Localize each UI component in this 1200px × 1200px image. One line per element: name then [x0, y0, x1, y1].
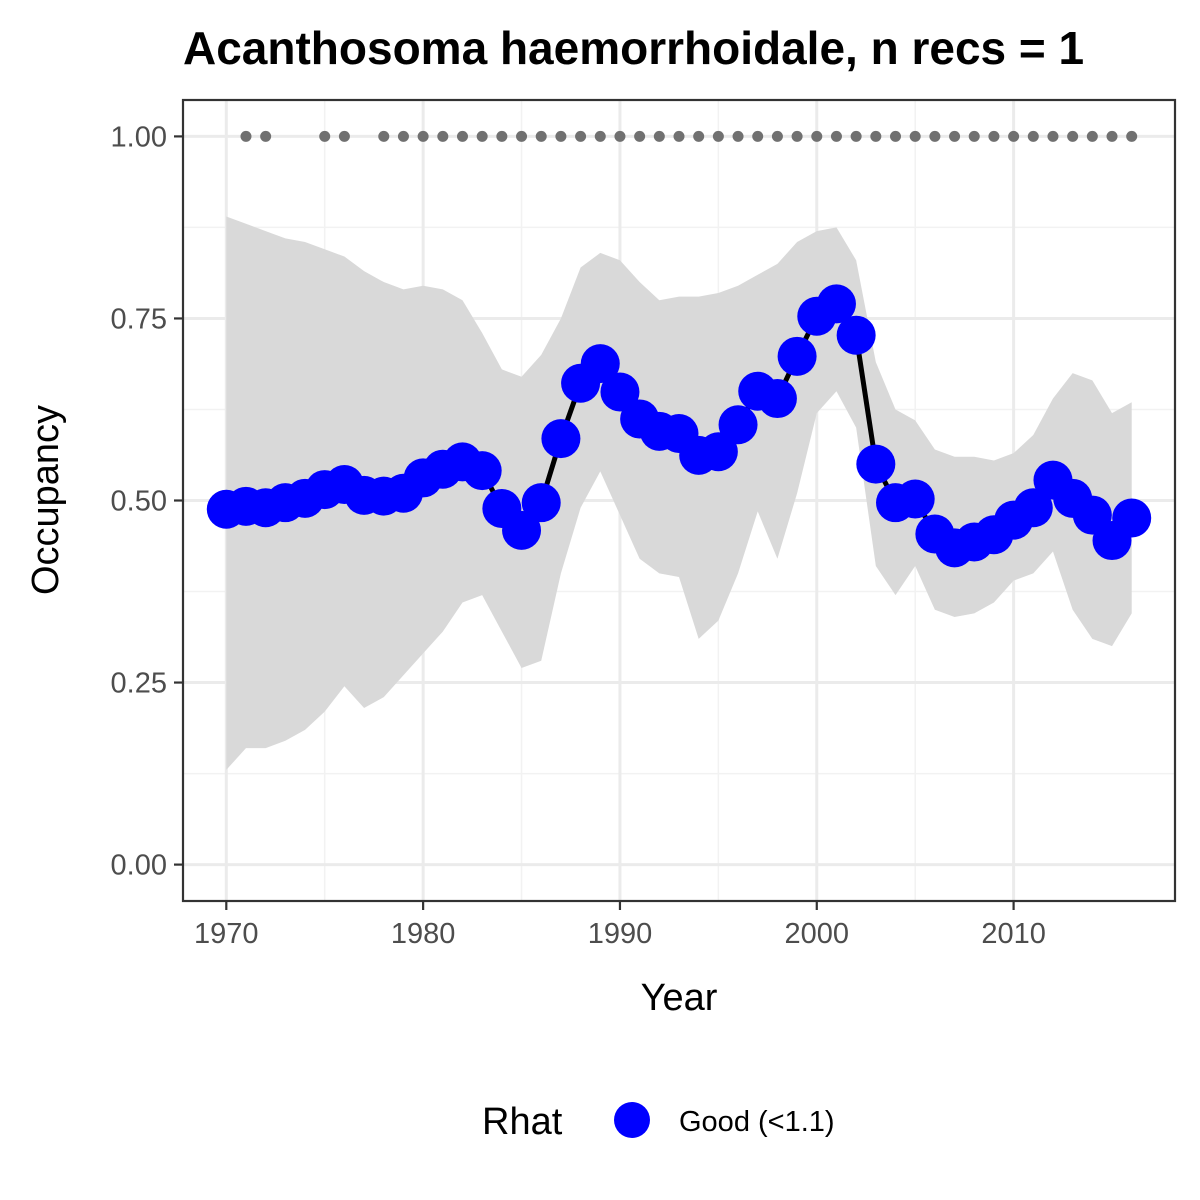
record-dot: [830, 130, 842, 142]
record-dot: [1008, 130, 1020, 142]
occupancy-point: [580, 344, 620, 384]
record-dot: [516, 130, 528, 142]
record-dots-layer: [240, 130, 1138, 142]
occupancy-point: [856, 444, 896, 484]
y-tick-label: 0.00: [111, 850, 167, 882]
record-dot: [653, 130, 665, 142]
legend-key-good: [614, 1102, 650, 1138]
record-dot: [712, 130, 724, 142]
y-tick-label: 1.00: [111, 121, 167, 153]
occupancy-point: [600, 372, 640, 412]
record-dot: [988, 130, 1000, 142]
confidence-ribbon-layer: [226, 216, 1132, 770]
record-dot: [850, 130, 862, 142]
x-tick-label: 1980: [391, 918, 456, 950]
record-dot: [575, 130, 587, 142]
record-dot: [673, 130, 685, 142]
occupancy-points-layer: [206, 284, 1152, 568]
record-dot: [338, 130, 350, 142]
occupancy-point: [1013, 488, 1053, 528]
record-dot: [1106, 130, 1118, 142]
record-dot: [1126, 130, 1138, 142]
occupancy-point: [541, 419, 581, 459]
legend-title: Rhat: [482, 1101, 563, 1143]
record-dot: [732, 130, 744, 142]
record-dot: [240, 130, 252, 142]
record-dot: [1086, 130, 1098, 142]
legend: Rhat Good (<1.1): [482, 1101, 835, 1143]
record-dot: [890, 130, 902, 142]
record-dot: [1047, 130, 1059, 142]
record-dot: [378, 130, 390, 142]
record-dot: [555, 130, 567, 142]
record-dot: [949, 130, 961, 142]
occupancy-point: [895, 479, 935, 519]
occupancy-point: [521, 483, 561, 523]
occupancy-point: [836, 315, 876, 355]
record-dot: [496, 130, 508, 142]
record-dot: [771, 130, 783, 142]
record-dot: [260, 130, 272, 142]
record-dot: [693, 130, 705, 142]
x-axis-title: Year: [641, 977, 718, 1019]
record-dot: [1027, 130, 1039, 142]
record-dot: [319, 130, 331, 142]
occupancy-point: [502, 510, 542, 550]
y-tick-label: 0.25: [111, 668, 167, 700]
record-dot: [456, 130, 468, 142]
occupancy-point: [462, 451, 502, 491]
record-dot: [909, 130, 921, 142]
occupancy-point: [816, 284, 856, 324]
record-dot: [535, 130, 547, 142]
x-tick-label: 1990: [588, 918, 653, 950]
record-dot: [614, 130, 626, 142]
x-tick-label: 2000: [785, 918, 850, 950]
x-tick-label: 2010: [981, 918, 1046, 950]
confidence-ribbon: [226, 216, 1132, 770]
occupancy-point: [757, 379, 797, 419]
y-tick-label: 0.75: [111, 303, 167, 335]
record-dot: [634, 130, 646, 142]
record-dot: [437, 130, 449, 142]
record-dot: [870, 130, 882, 142]
record-dot: [929, 130, 941, 142]
occupancy-point: [777, 336, 817, 376]
record-dot: [752, 130, 764, 142]
occupancy-point: [698, 432, 738, 472]
record-dot: [791, 130, 803, 142]
y-tick-label: 0.50: [111, 486, 167, 518]
chart-title: Acanthosoma haemorrhoidale, n recs = 1: [183, 22, 1084, 74]
record-dot: [594, 130, 606, 142]
legend-label-good: Good (<1.1): [679, 1106, 835, 1138]
occupancy-point: [718, 405, 758, 445]
record-dot: [417, 130, 429, 142]
y-axis-ticks: 0.00 0.25 0.50 0.75 1.00: [111, 121, 183, 882]
record-dot: [476, 130, 488, 142]
y-axis-title: Occupancy: [25, 405, 67, 595]
x-tick-label: 1970: [194, 918, 259, 950]
occupancy-point: [1112, 498, 1152, 538]
record-dot: [811, 130, 823, 142]
record-dot: [968, 130, 980, 142]
record-dot: [397, 130, 409, 142]
x-axis-ticks: 1970 1980 1990 2000 2010: [194, 901, 1046, 950]
record-dot: [1067, 130, 1079, 142]
